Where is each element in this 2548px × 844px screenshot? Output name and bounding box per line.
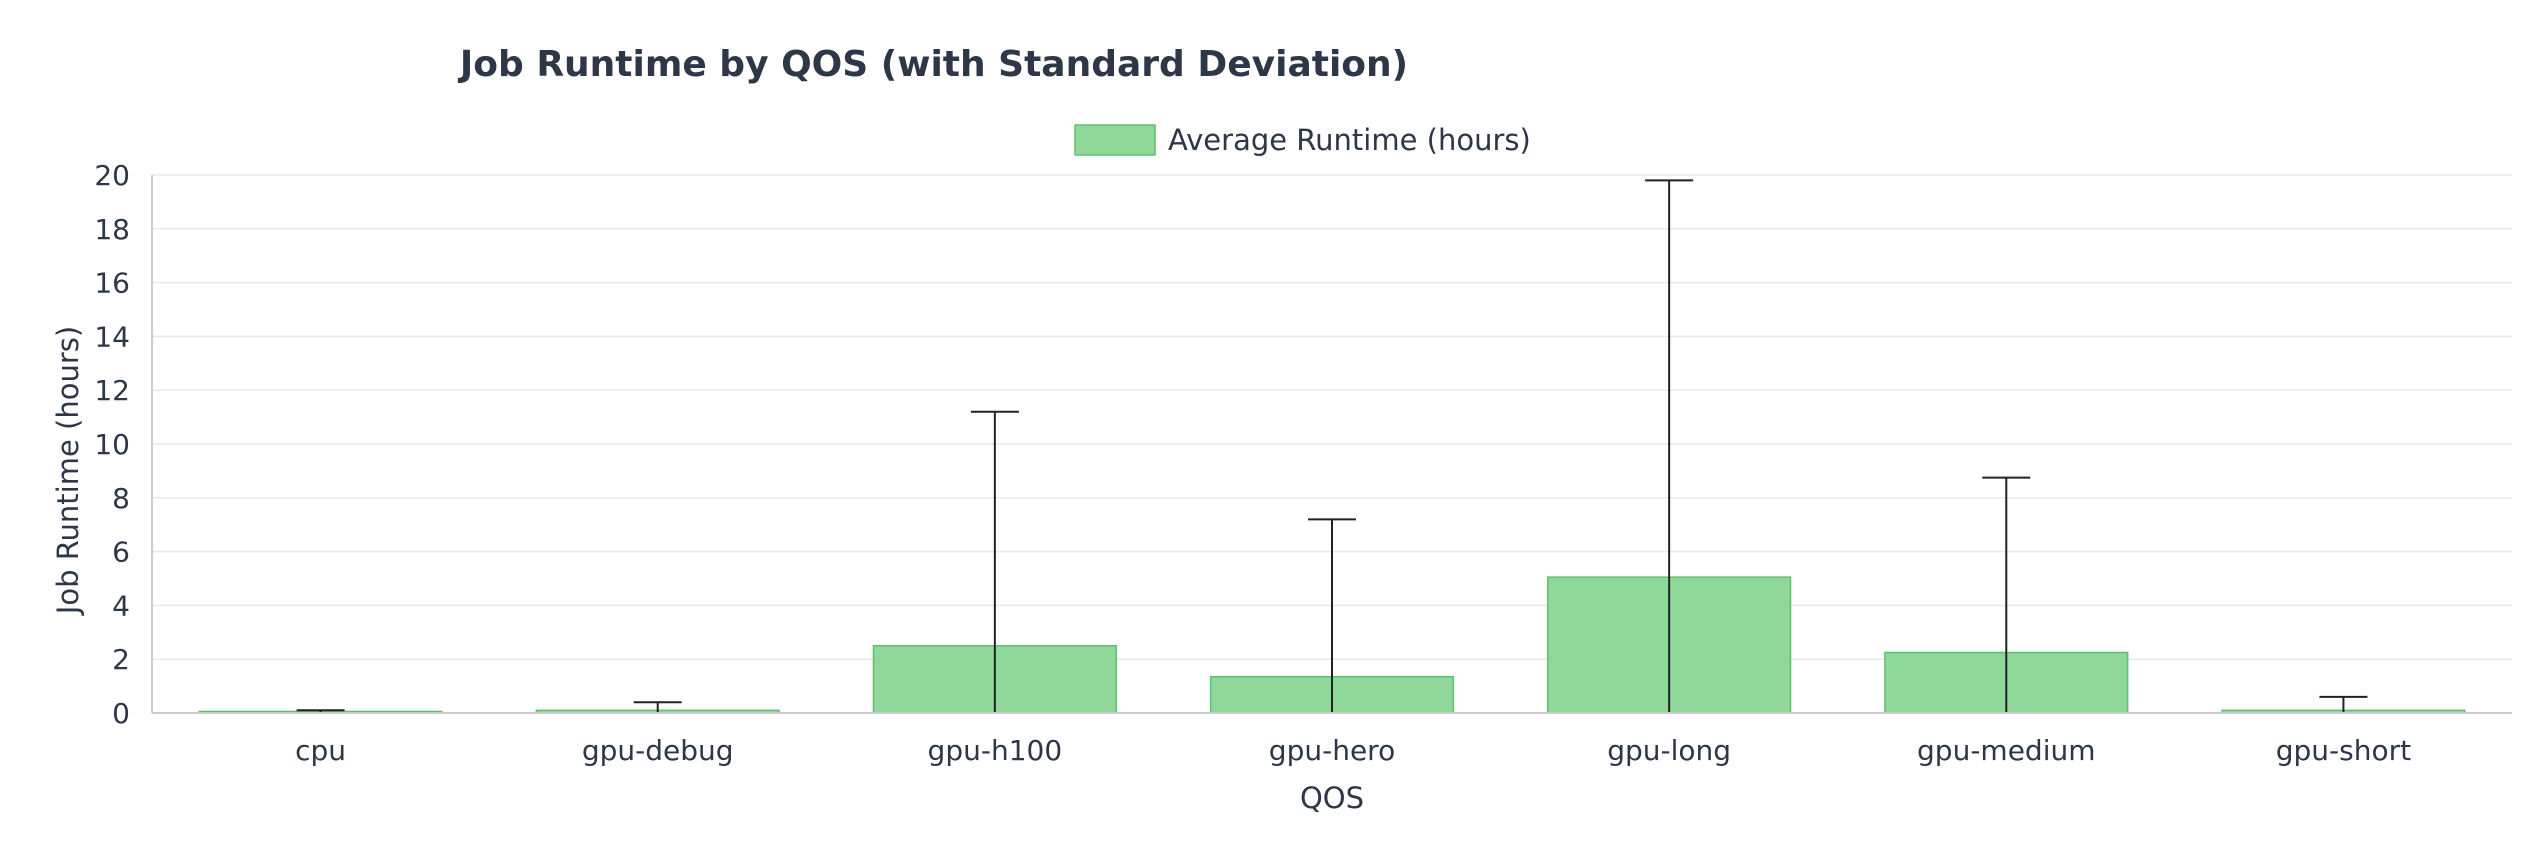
x-axis-ticks: cpu gpu-debug gpu-h100 gpu-hero gpu-long gpu-…	[295, 734, 2411, 767]
y-axis-ticks: 0 2 4 6 8 10 12 14 16 18 20	[94, 159, 130, 730]
y-axis-label: Job Runtime (hours)	[51, 326, 85, 616]
y-tick-label: 20	[94, 159, 130, 192]
y-tick-label: 2	[112, 643, 130, 676]
x-tick-label: gpu-long	[1607, 734, 1731, 767]
legend-swatch	[1074, 124, 1156, 156]
y-tick-label: 14	[94, 320, 130, 353]
y-tick-label: 12	[94, 374, 130, 407]
x-tick-label: gpu-h100	[928, 734, 1063, 767]
x-tick-label: gpu-hero	[1269, 734, 1395, 767]
y-tick-label: 0	[112, 697, 130, 730]
y-tick-label: 4	[112, 589, 130, 622]
x-tick-label: cpu	[295, 734, 346, 767]
y-tick-label: 6	[112, 536, 130, 569]
grid	[152, 174, 2512, 714]
y-tick-label: 8	[112, 482, 130, 515]
x-axis-label: QOS	[1300, 781, 1364, 815]
error-bars	[296, 179, 2368, 714]
x-tick-label: gpu-debug	[582, 734, 734, 767]
x-tick-label: gpu-medium	[1917, 734, 2095, 767]
legend-label: Average Runtime (hours)	[1168, 123, 1531, 157]
y-tick-label: 16	[94, 267, 130, 300]
x-tick-label: gpu-short	[2276, 734, 2411, 767]
legend[interactable]: Average Runtime (hours)	[1074, 123, 1531, 157]
y-tick-label: 18	[94, 213, 130, 246]
y-tick-label: 10	[94, 428, 130, 461]
chart-title: Job Runtime by QOS (with Standard Deviat…	[457, 44, 1408, 85]
